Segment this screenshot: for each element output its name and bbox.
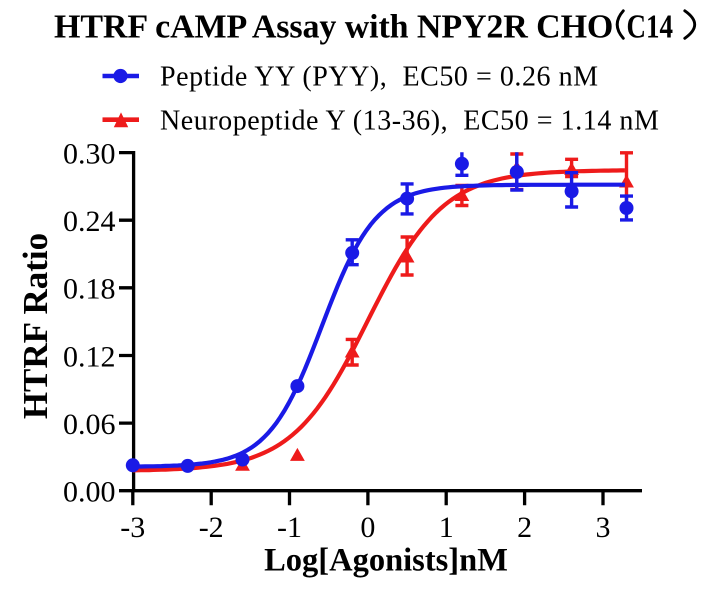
svg-text:HTRF Ratio: HTRF Ratio bbox=[16, 233, 55, 419]
svg-text:Peptide YY (PYY), EC50 = 0.26: Peptide YY (PYY), EC50 = 0.26 nM bbox=[160, 62, 599, 93]
svg-text:-1: -1 bbox=[277, 511, 302, 544]
svg-text:1: 1 bbox=[439, 511, 454, 544]
svg-text:3: 3 bbox=[596, 511, 611, 544]
svg-text:2: 2 bbox=[517, 511, 532, 544]
svg-text:Neuropeptide Y (13-36), EC50: Neuropeptide Y (13-36), EC50 = 1.14 nM bbox=[160, 105, 659, 136]
svg-text:0.06: 0.06 bbox=[63, 408, 116, 441]
svg-text:Log[Agonists]nM: Log[Agonists]nM bbox=[264, 543, 508, 579]
svg-text:-3: -3 bbox=[120, 511, 145, 544]
svg-text:C14: C14 bbox=[627, 9, 674, 46]
svg-text:0.12: 0.12 bbox=[63, 340, 116, 373]
svg-text:0.30: 0.30 bbox=[63, 138, 116, 171]
svg-text:0.24: 0.24 bbox=[63, 205, 116, 238]
svg-text:0: 0 bbox=[360, 511, 375, 544]
svg-text:HTRF cAMP Assay with NPY2R CHO: HTRF cAMP Assay with NPY2R CHO bbox=[54, 9, 613, 46]
svg-text:-2: -2 bbox=[199, 511, 224, 544]
svg-text:0.00: 0.00 bbox=[63, 476, 116, 509]
svg-text:0.18: 0.18 bbox=[63, 273, 116, 306]
